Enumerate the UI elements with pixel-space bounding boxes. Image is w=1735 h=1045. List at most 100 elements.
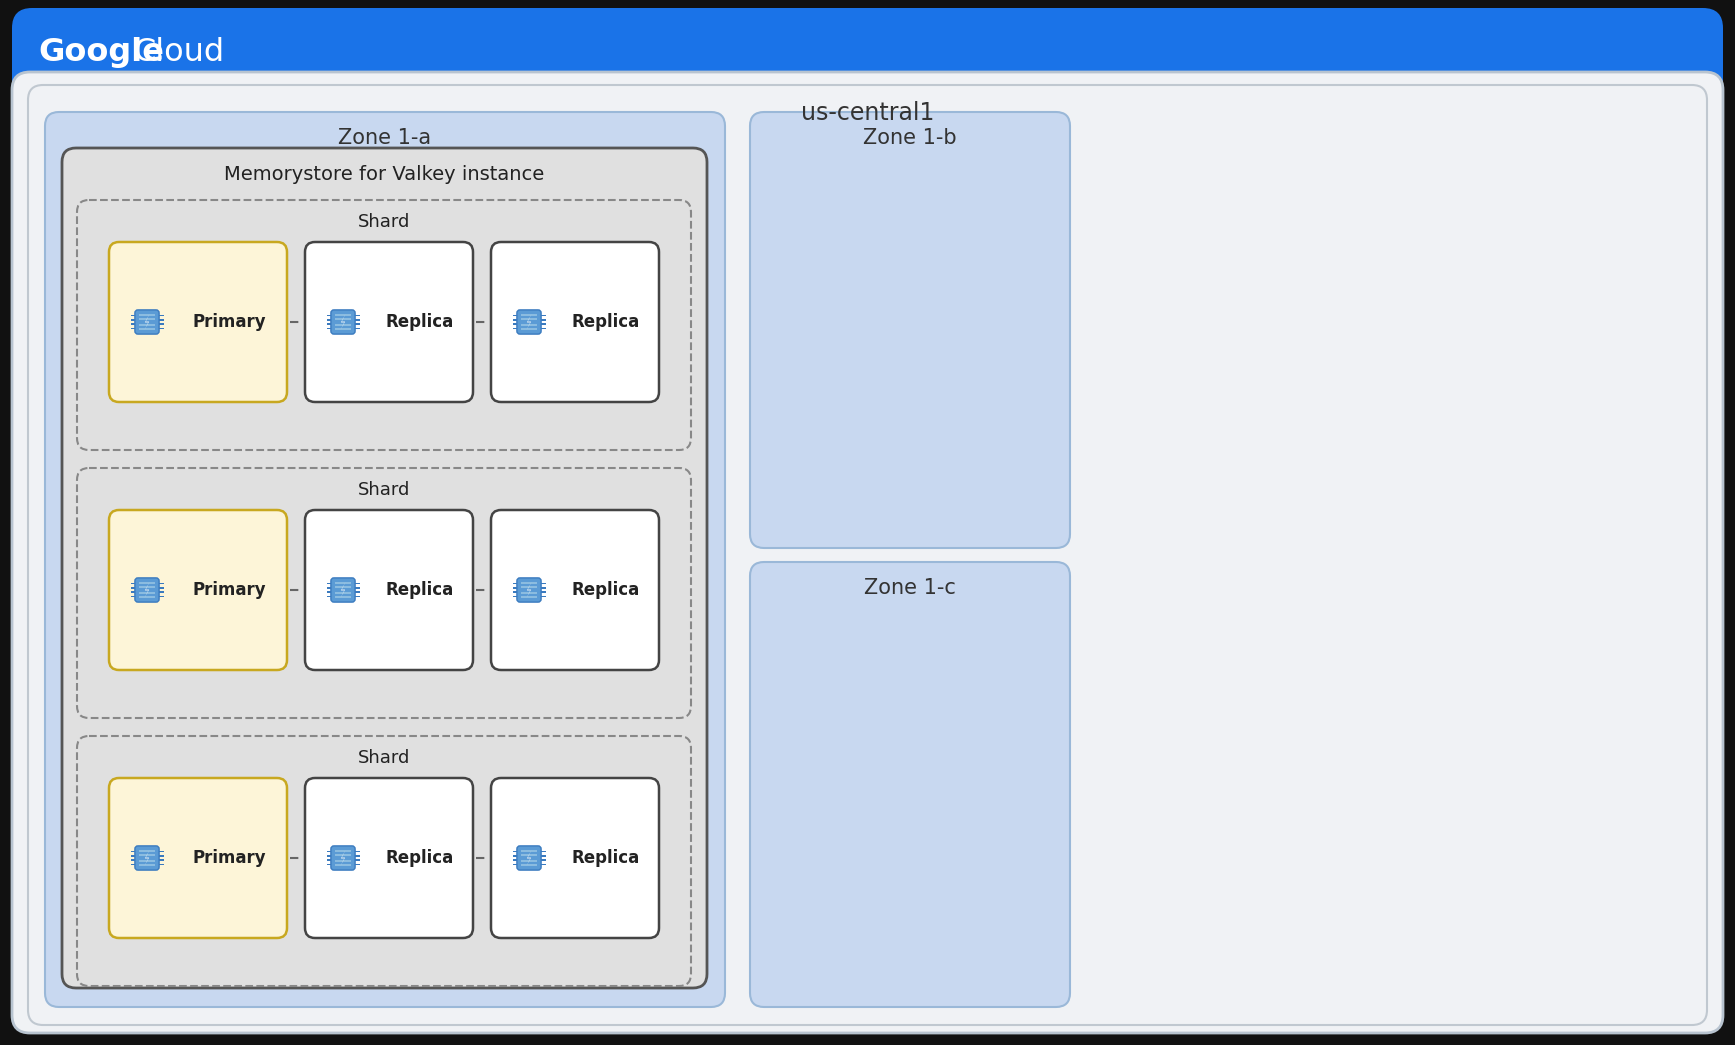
FancyBboxPatch shape [356,851,359,853]
Text: Shard: Shard [357,481,409,500]
FancyBboxPatch shape [541,582,545,584]
FancyBboxPatch shape [139,318,154,321]
FancyBboxPatch shape [62,148,706,988]
FancyBboxPatch shape [750,112,1070,548]
Text: Shard: Shard [357,749,409,767]
FancyBboxPatch shape [491,777,659,938]
FancyBboxPatch shape [326,591,331,594]
FancyBboxPatch shape [326,323,331,325]
FancyBboxPatch shape [520,328,538,330]
FancyBboxPatch shape [160,319,163,321]
FancyBboxPatch shape [541,587,545,588]
Text: Cloud: Cloud [134,37,224,68]
FancyBboxPatch shape [517,845,541,870]
FancyBboxPatch shape [356,328,359,329]
FancyBboxPatch shape [130,859,135,861]
FancyBboxPatch shape [139,864,154,866]
FancyBboxPatch shape [335,582,350,584]
FancyBboxPatch shape [512,315,517,317]
FancyBboxPatch shape [335,591,350,595]
FancyBboxPatch shape [520,318,538,321]
FancyBboxPatch shape [356,319,359,321]
FancyBboxPatch shape [139,324,154,326]
Text: Google: Google [38,37,163,68]
FancyBboxPatch shape [160,315,163,317]
FancyBboxPatch shape [139,854,154,857]
FancyBboxPatch shape [541,315,545,317]
FancyBboxPatch shape [335,318,350,321]
FancyBboxPatch shape [750,562,1070,1007]
FancyBboxPatch shape [160,582,163,584]
FancyBboxPatch shape [160,596,163,598]
FancyBboxPatch shape [139,582,154,584]
FancyBboxPatch shape [356,864,359,865]
Text: Shard: Shard [357,213,409,231]
FancyBboxPatch shape [541,855,545,857]
FancyBboxPatch shape [512,864,517,865]
FancyBboxPatch shape [356,582,359,584]
Polygon shape [526,315,531,330]
Polygon shape [526,582,531,598]
FancyBboxPatch shape [356,855,359,857]
FancyBboxPatch shape [331,845,356,870]
FancyBboxPatch shape [520,582,538,584]
Text: Replica: Replica [573,314,640,331]
FancyBboxPatch shape [326,328,331,329]
FancyBboxPatch shape [541,319,545,321]
FancyBboxPatch shape [160,864,163,865]
FancyBboxPatch shape [517,310,541,334]
Text: Replica: Replica [573,849,640,867]
FancyBboxPatch shape [135,310,160,334]
Text: Zone 1-a: Zone 1-a [338,127,432,148]
FancyBboxPatch shape [512,323,517,325]
FancyBboxPatch shape [541,851,545,853]
FancyBboxPatch shape [335,314,350,317]
Text: Primary: Primary [193,314,265,331]
FancyBboxPatch shape [139,860,154,862]
FancyBboxPatch shape [160,859,163,861]
FancyBboxPatch shape [135,845,160,870]
FancyBboxPatch shape [335,854,350,857]
FancyBboxPatch shape [520,864,538,866]
Polygon shape [340,850,345,866]
FancyBboxPatch shape [139,591,154,595]
FancyBboxPatch shape [139,586,154,588]
FancyBboxPatch shape [130,591,135,594]
FancyBboxPatch shape [28,85,1707,1025]
FancyBboxPatch shape [491,242,659,402]
FancyBboxPatch shape [520,596,538,599]
FancyBboxPatch shape [541,323,545,325]
FancyBboxPatch shape [335,324,350,326]
FancyBboxPatch shape [130,582,135,584]
FancyBboxPatch shape [130,851,135,853]
FancyBboxPatch shape [160,328,163,329]
FancyBboxPatch shape [356,323,359,325]
FancyBboxPatch shape [512,328,517,329]
FancyBboxPatch shape [130,319,135,321]
FancyBboxPatch shape [512,591,517,594]
FancyBboxPatch shape [139,850,154,853]
Polygon shape [340,315,345,330]
FancyBboxPatch shape [130,315,135,317]
FancyBboxPatch shape [520,324,538,326]
FancyBboxPatch shape [541,591,545,594]
FancyBboxPatch shape [130,864,135,865]
FancyBboxPatch shape [335,328,350,330]
Text: Memorystore for Valkey instance: Memorystore for Valkey instance [224,164,545,184]
Text: Replica: Replica [385,849,455,867]
FancyBboxPatch shape [520,591,538,595]
FancyBboxPatch shape [520,860,538,862]
FancyBboxPatch shape [520,850,538,853]
FancyBboxPatch shape [109,242,286,402]
FancyBboxPatch shape [541,328,545,329]
FancyBboxPatch shape [160,855,163,857]
FancyBboxPatch shape [130,328,135,329]
FancyBboxPatch shape [130,323,135,325]
Text: Replica: Replica [385,314,455,331]
FancyBboxPatch shape [512,319,517,321]
Polygon shape [144,850,149,866]
FancyBboxPatch shape [109,510,286,670]
FancyBboxPatch shape [356,587,359,588]
FancyBboxPatch shape [541,864,545,865]
FancyBboxPatch shape [326,582,331,584]
